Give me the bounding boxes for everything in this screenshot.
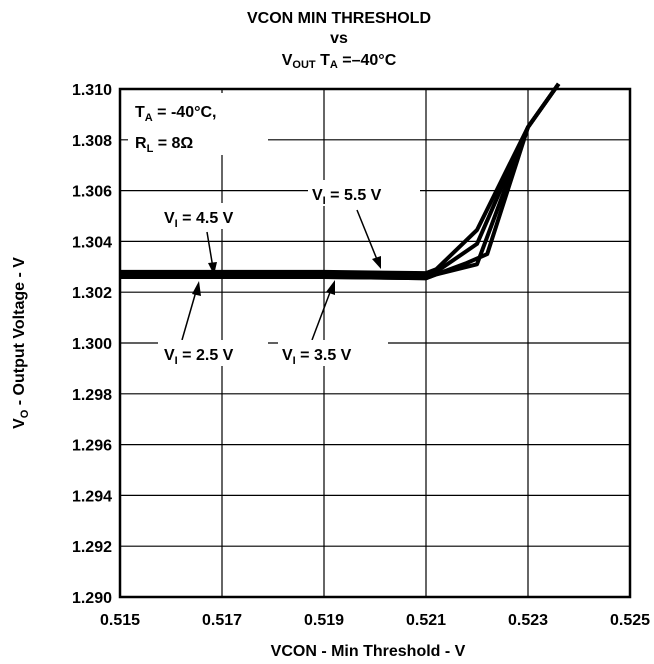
chart-title-line1: VCON MIN THRESHOLD [247,10,431,27]
x-tick-label: 0.515 [100,612,140,629]
chart-title-line2: vs [330,30,348,47]
y-tick-label: 1.304 [72,234,112,251]
plot-frame [118,87,632,599]
x-tick-labels: 0.515 0.517 0.519 0.521 0.523 0.525 [100,612,650,629]
label-2-5v-sub: I [175,355,178,367]
arrowhead-4-5v [208,262,217,275]
y-tick-label: 1.290 [72,590,112,607]
label-4-5v-main: V [164,210,175,227]
arrow-2-5v [181,287,198,341]
condition-rl: RL = 8Ω [135,135,193,155]
title-v-main: V [282,52,293,69]
x-tick-label: 0.521 [406,612,446,629]
y-tick-label: 1.302 [72,285,112,302]
rl-rest: = 8Ω [153,135,193,152]
x-tick-label: 0.523 [508,612,548,629]
arrowhead-5-5v [372,256,381,269]
label-bg-3-5v [278,340,388,366]
label-bg-2-5v [158,340,268,366]
ylabel-main: V [11,418,28,429]
series-label-2-5v: VI = 2.5 V [164,347,234,367]
gridlines [120,89,630,597]
x-tick-label: 0.525 [610,612,650,629]
y-tick-label: 1.298 [72,387,112,404]
arrow-5-5v [356,209,379,263]
arrow-heads [192,256,381,296]
arrow-4-5v [206,231,214,269]
y-tick-label: 1.294 [72,488,112,505]
title-temp: =–40°C [338,52,397,69]
label-5-5v-rest: = 5.5 V [326,187,382,204]
label-3-5v-sub: I [293,355,296,367]
conditions-box-bg [128,93,268,155]
y-tick-label: 1.308 [72,133,112,150]
label-2-5v-rest: = 2.5 V [178,347,234,364]
y-tick-label: 1.306 [72,184,112,201]
title-t-sub: A [330,59,338,71]
label-2-5v-main: V [164,347,175,364]
title-v-sub: OUT [292,59,316,71]
ta-rest: = -40°C, [153,104,217,121]
label-bg-5-5v [308,180,420,206]
arrowhead-2-5v [192,281,201,296]
ylabel-sub: O [19,409,31,418]
label-4-5v-rest: = 4.5 V [178,210,234,227]
rl-main: R [135,135,147,152]
title-t-main: T [316,52,330,69]
arrow-3-5v [311,286,333,341]
x-axis-label: VCON - Min Threshold - V [271,643,466,660]
y-axis-label: VO - Output Voltage - V [11,257,31,429]
ta-sub: A [145,112,153,124]
series-lines [120,82,561,281]
chart-title-line3: VOUT TA =–40°C [282,52,397,71]
condition-ta: TA = -40°C, [135,104,217,124]
x-tick-label: 0.519 [304,612,344,629]
arrowhead-3-5v [326,280,335,295]
y-tick-label: 1.292 [72,539,112,556]
series-label-3-5v: VI = 3.5 V [282,347,352,367]
y-tick-label: 1.310 [72,82,112,99]
ylabel-rest: - Output Voltage - V [11,257,28,410]
label-3-5v-rest: = 3.5 V [296,347,352,364]
series-line-3 [120,82,561,276]
label-5-5v-main: V [312,187,323,204]
y-tick-label: 1.300 [72,336,112,353]
series-label-4-5v: VI = 4.5 V [164,210,234,230]
y-tick-labels: 1.290 1.292 1.294 1.296 1.298 1.300 1.302 1.304… [72,82,112,607]
ta-main: T [135,104,145,121]
y-tick-label: 1.296 [72,438,112,455]
series-label-5-5v: VI = 5.5 V [312,187,382,207]
rl-sub: L [147,143,154,155]
label-4-5v-sub: I [175,218,178,230]
label-arrows [181,209,379,341]
label-3-5v-main: V [282,347,293,364]
x-tick-label: 0.517 [202,612,242,629]
label-5-5v-sub: I [323,195,326,207]
label-bg-4-5v [158,203,268,229]
